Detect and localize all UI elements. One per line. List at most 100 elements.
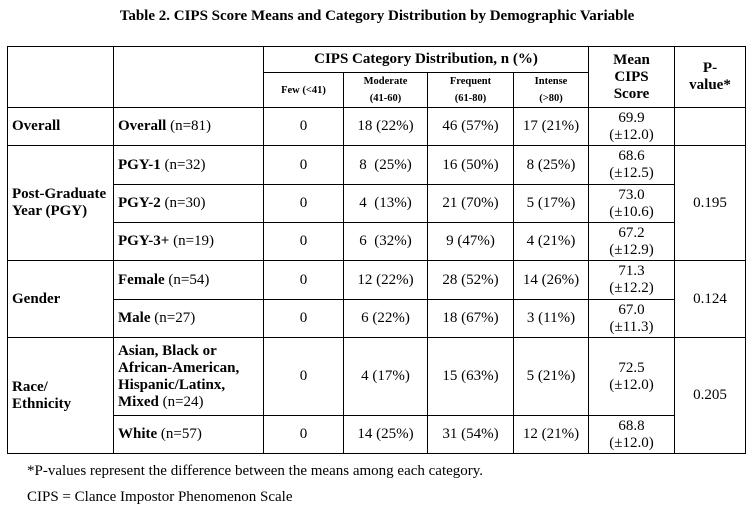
table-title: Table 2. CIPS Score Means and Category D… bbox=[119, 8, 635, 24]
mean-cell: 69.9 (±12.0) bbox=[588, 107, 675, 146]
cips-footnote: CIPS = Clance Impostor Phenomenon Scale bbox=[27, 489, 293, 505]
intense-cell: 4 (21%) bbox=[513, 222, 589, 261]
frequent-cell: 46 (57%) bbox=[427, 107, 514, 146]
subgroup-name: Female bbox=[118, 271, 165, 288]
subgroup-name: PGY-1 bbox=[118, 156, 161, 173]
intense-cell: 5 (21%) bbox=[513, 337, 589, 416]
subgroup-n: (n=27) bbox=[154, 310, 196, 326]
mean-cell: 67.0 (±11.3) bbox=[588, 299, 675, 338]
subgroup-name: Male bbox=[118, 310, 151, 326]
table-row: Gender Female (n=54) 0 12 (22%) 28 (52%) 14 (… bbox=[7, 260, 746, 338]
mean-sd: (±12.0) bbox=[609, 126, 654, 143]
mean-value: 72.5 bbox=[618, 359, 645, 376]
group-label: Gender bbox=[7, 260, 114, 338]
group-label: Post-Graduate Year (PGY) bbox=[7, 145, 114, 261]
pvalue-header-line2: value* bbox=[689, 77, 731, 93]
subgroup-cell: PGY-2 (n=30) bbox=[113, 184, 264, 223]
mean-sd: (±10.6) bbox=[609, 203, 654, 220]
group-label: Race/ Ethnicity bbox=[7, 337, 114, 454]
subgroup-cell: Overall (n=81) bbox=[113, 107, 264, 146]
mean-sd: (±11.3) bbox=[609, 318, 654, 335]
subgroup-cell: Male (n=27) bbox=[113, 299, 264, 338]
mean-cell: 72.5 (±12.0) bbox=[588, 337, 675, 416]
few-cell: 0 bbox=[263, 299, 344, 338]
intense-cell: 14 (26%) bbox=[513, 260, 589, 300]
intense-cell: 8 (25%) bbox=[513, 145, 589, 185]
mean-sd: (±12.2) bbox=[609, 280, 654, 296]
subgroup-name: White bbox=[118, 426, 158, 442]
intense-cell: 5 (17%) bbox=[513, 184, 589, 223]
few-name: Few bbox=[281, 84, 300, 96]
intense-range: (>80) bbox=[539, 93, 563, 104]
pvalue-cell bbox=[674, 107, 746, 146]
few-cell: 0 bbox=[263, 260, 344, 300]
mean-header-line2: CIPS bbox=[614, 68, 649, 85]
subgroup-name: Asian, Black or African-American, Hispan… bbox=[118, 342, 240, 410]
frequent-name: Frequent bbox=[449, 76, 492, 87]
frequent-cell: 16 (50%) bbox=[427, 145, 514, 185]
group-label: Overall bbox=[7, 107, 114, 146]
subgroup-name: PGY-3+ bbox=[118, 233, 170, 249]
frequent-cell: 9 (47%) bbox=[427, 222, 514, 261]
subgroup-name: PGY-2 bbox=[118, 195, 161, 211]
intense-cell: 17 (21%) bbox=[513, 107, 589, 146]
few-cell: 0 bbox=[263, 222, 344, 261]
moderate-name: Moderate bbox=[363, 76, 408, 87]
few-cell: 0 bbox=[263, 145, 344, 185]
subgroup-n: (n=57) bbox=[160, 426, 202, 442]
cips-table: CIPS Category Distribution, n (%) Mean C… bbox=[7, 46, 746, 454]
subgroup-cell: PGY-3+ (n=19) bbox=[113, 222, 264, 261]
frequent-header: Frequent (61-80) bbox=[427, 72, 514, 108]
mean-header-line1: Mean bbox=[613, 51, 650, 68]
mean-cell: 67.2 (±12.9) bbox=[588, 222, 675, 261]
frequent-cell: 15 (63%) bbox=[427, 337, 514, 416]
moderate-cell: 18 (22%) bbox=[343, 107, 428, 146]
subgroup-cell: Asian, Black or African-American, Hispan… bbox=[113, 337, 264, 416]
table-row: White (n=57) 0 14 (25%) 31 (54%) 12 (21%) 68.… bbox=[8, 415, 746, 454]
mean-cell: 68.8 (±12.0) bbox=[588, 415, 675, 454]
moderate-cell: 4 (13%) bbox=[343, 184, 428, 223]
mean-value: 73.0 bbox=[618, 186, 645, 203]
frequent-cell: 21 (70%) bbox=[427, 184, 514, 223]
moderate-cell: 14 (25%) bbox=[343, 415, 428, 454]
mean-cell: 73.0 (±10.6) bbox=[588, 184, 675, 223]
mean-sd: (±12.0) bbox=[609, 434, 654, 451]
pvalue-header-line1: P- bbox=[702, 60, 718, 76]
subgroup-n: (n=81) bbox=[170, 118, 212, 134]
few-cell: 0 bbox=[263, 107, 344, 146]
intense-cell: 3 (11%) bbox=[513, 299, 589, 338]
subgroup-n: (n=24) bbox=[162, 393, 204, 410]
pvalue-cell: 0.205 bbox=[674, 337, 746, 454]
subgroup-cell: Female (n=54) bbox=[113, 260, 264, 300]
table-row: PGY-3+ (n=19) 0 6 (32%) 9 (47%) 4 (21%) 67.2(… bbox=[8, 222, 746, 261]
table-row: Overall Overall (n=81) 0 18 (22%) 46 (57%) 17… bbox=[7, 107, 746, 146]
few-cell: 0 bbox=[263, 415, 344, 454]
mean-value: 67.2 bbox=[618, 224, 645, 241]
intense-cell: 12 (21%) bbox=[513, 415, 589, 454]
frequent-range: (61-80) bbox=[454, 93, 487, 104]
header-blank-group bbox=[7, 46, 114, 108]
mean-header-line3: Score bbox=[613, 85, 650, 102]
few-range: (<41) bbox=[302, 84, 326, 96]
subgroup-n: (n=19) bbox=[173, 233, 215, 249]
few-cell: 0 bbox=[263, 337, 344, 416]
distribution-header: CIPS Category Distribution, n (%) bbox=[263, 46, 589, 73]
header-row-2: Few (<41) Moderate (41-60) Frequent (61-80… bbox=[8, 72, 746, 108]
moderate-cell: 4 (17%) bbox=[343, 337, 428, 416]
mean-cell: 68.6 (±12.5) bbox=[588, 145, 675, 185]
moderate-range: (41-60) bbox=[369, 93, 402, 104]
mean-value: 68.6 bbox=[618, 148, 645, 164]
moderate-cell: 6 (32%) bbox=[343, 222, 428, 261]
mean-value: 67.0 bbox=[618, 301, 645, 318]
mean-value: 71.3 bbox=[618, 263, 645, 279]
subgroup-n: (n=54) bbox=[168, 271, 210, 288]
mean-value: 68.8 bbox=[618, 417, 645, 434]
moderate-cell: 12 (22%) bbox=[343, 260, 428, 300]
subgroup-cell: PGY-1 (n=32) bbox=[113, 145, 264, 185]
frequent-cell: 28 (52%) bbox=[427, 260, 514, 300]
mean-value: 69.9 bbox=[618, 109, 645, 126]
header-row-1: CIPS Category Distribution, n (%) Mean C… bbox=[7, 46, 746, 108]
moderate-cell: 6 (22%) bbox=[343, 299, 428, 338]
mean-cell: 71.3 (±12.2) bbox=[588, 260, 675, 300]
